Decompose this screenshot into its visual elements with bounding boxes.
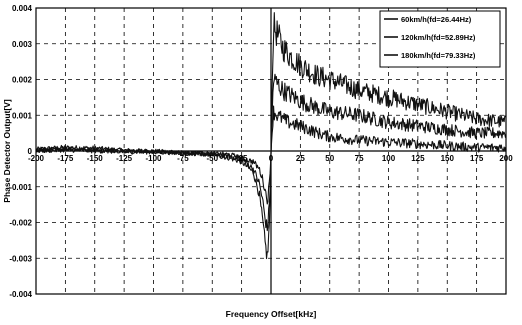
legend-entry: 120km/h(fd=52.89Hz) xyxy=(401,33,476,42)
x-tick-label: 0 xyxy=(269,154,274,163)
y-tick-label: 0.001 xyxy=(12,111,33,120)
y-axis-title: Phase Detector Output[V] xyxy=(2,99,12,203)
x-tick-label: -75 xyxy=(177,154,189,163)
series-layer xyxy=(35,12,507,260)
y-tick-label: -0.004 xyxy=(9,290,32,299)
y-tick-label: 0.004 xyxy=(12,4,33,13)
series-line-3 xyxy=(35,105,507,205)
plot-frame xyxy=(35,7,507,295)
y-tick-label: 0.003 xyxy=(12,40,33,49)
x-tick-label: 75 xyxy=(355,154,364,163)
x-tick-label: 200 xyxy=(499,154,513,163)
x-tick-label: -150 xyxy=(87,154,104,163)
x-tick-label: -50 xyxy=(206,154,218,163)
y-tick-label: -0.003 xyxy=(9,254,32,263)
y-tick-label: 0.002 xyxy=(12,76,33,85)
x-tick-label: 25 xyxy=(296,154,305,163)
y-tick-label: 0 xyxy=(28,147,33,156)
x-tick-label: -175 xyxy=(57,154,74,163)
x-tick-label: 150 xyxy=(441,154,455,163)
ticks-layer: -200 -175 -150 -125 -100 -75 -50 -25 0 25 50 75 100 1… xyxy=(9,4,513,299)
legend-box xyxy=(379,10,501,68)
x-tick-label: 50 xyxy=(325,154,334,163)
x-tick-label: -25 xyxy=(236,154,248,163)
y-tick-label: -0.002 xyxy=(9,219,32,228)
y-tick-label: -0.001 xyxy=(9,183,32,192)
x-tick-label: -200 xyxy=(28,154,45,163)
x-tick-label: 100 xyxy=(382,154,396,163)
legend: 60km/h(fd=26.44Hz) 120km/h(fd=52.89Hz) 180… xyxy=(379,10,501,68)
x-tick-label: 175 xyxy=(470,154,484,163)
x-tick-label: -100 xyxy=(145,154,162,163)
x-axis-title: Frequency Offset[kHz] xyxy=(226,309,317,319)
legend-entry: 60km/h(fd=26.44Hz) xyxy=(401,15,472,24)
x-tick-label: 125 xyxy=(411,154,425,163)
legend-entry: 180km/h(fd=79.33Hz) xyxy=(401,51,476,60)
x-tick-label: -125 xyxy=(116,154,133,163)
